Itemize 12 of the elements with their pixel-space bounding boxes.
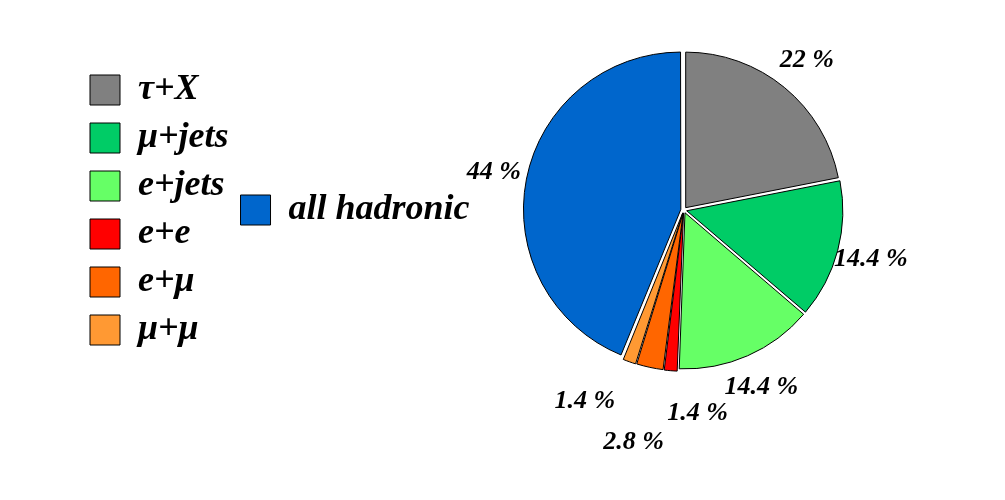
legend-label: e+e — [138, 211, 191, 252]
legend-label: e+μ — [138, 259, 195, 300]
data-label: 2.8 % — [602, 425, 664, 455]
legend-label: all hadronic — [288, 187, 470, 228]
legend-label: e+jets — [138, 163, 225, 204]
legend-label: τ+X — [138, 67, 200, 108]
data-label: 1.4 % — [554, 385, 616, 415]
data-label: 14.4 % — [834, 242, 908, 272]
data-label: 22 % — [778, 44, 834, 74]
legend-label: μ+μ — [136, 307, 199, 348]
legend-label: μ+jets — [136, 115, 229, 156]
data-label: 44 % — [465, 156, 521, 186]
